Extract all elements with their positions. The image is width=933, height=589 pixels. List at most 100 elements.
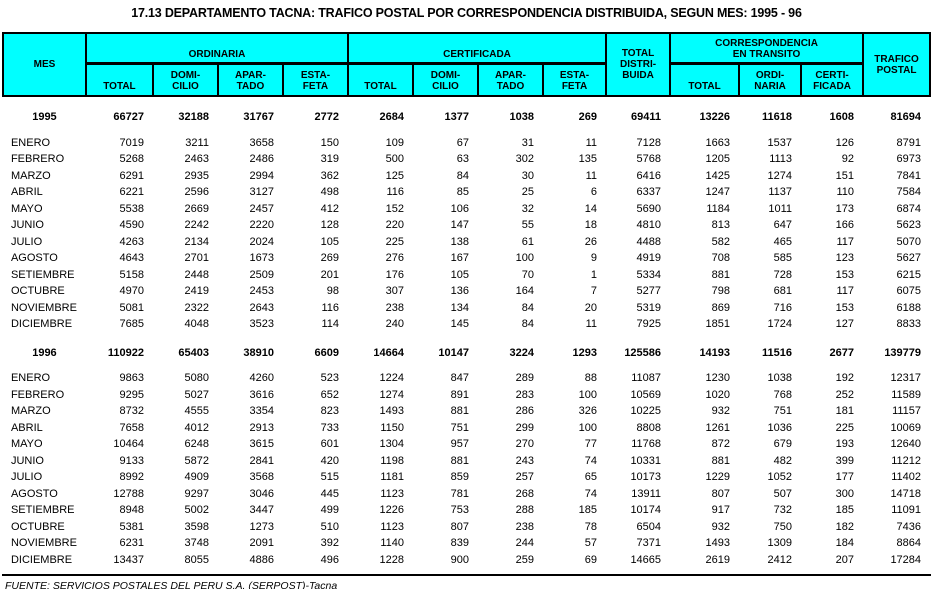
cell-value: 2701	[152, 250, 218, 267]
footer-rule	[2, 574, 931, 576]
cell-value: 85	[413, 184, 478, 201]
cell-value: 150	[282, 134, 348, 151]
cell-value: 1493	[348, 403, 413, 420]
cell-value: 445	[282, 485, 348, 502]
cell-value: 5381	[85, 518, 153, 535]
cell-value: 10331	[606, 452, 671, 469]
group-header-certificada: CERTIFICADA	[346, 32, 608, 65]
cell-value: 225	[348, 233, 413, 250]
cell-value: 100	[543, 419, 607, 436]
month-label: FEBRERO	[2, 386, 86, 403]
cell-value: 117	[801, 283, 864, 300]
table-row: FEBRERO 5268 2463 2486 319 500 63 302 135 5768 120…	[2, 151, 931, 168]
cell-value: 259	[478, 551, 543, 568]
cell-value: 5627	[863, 250, 931, 267]
month-label: MARZO	[2, 167, 86, 184]
source-note: FUENTE: SERVICIOS POSTALES DEL PERU S.A.…	[5, 580, 338, 589]
cell-value: 7658	[85, 419, 153, 436]
cell-value: 1224	[348, 370, 413, 387]
table-title: 17.13 DEPARTAMENTO TACNA: TRAFICO POSTAL…	[131, 6, 802, 20]
cell-value: 900	[413, 551, 478, 568]
table-row: AGOSTO 12788 9297 3046 445 1123 781 268 74 13911 8…	[2, 485, 931, 502]
col-header-trafico-postal: TRAFICO POSTAL	[862, 32, 932, 97]
cell-value: 145	[413, 316, 478, 333]
cell-value: 1113	[739, 151, 802, 168]
cell-value: 8833	[863, 316, 931, 333]
cell-value: 2453	[217, 283, 283, 300]
cell-value: 1663	[670, 134, 740, 151]
cell-value: 5872	[152, 452, 218, 469]
cell-value: 3748	[152, 535, 218, 552]
col-header-total-distribuida: TOTAL DISTRI- BUIDA	[605, 32, 672, 97]
year-total-value: 1608	[801, 96, 864, 135]
cell-value: 136	[413, 283, 478, 300]
cell-value: 510	[282, 518, 348, 535]
year-total-value: 3224	[478, 332, 543, 370]
cell-value: 13437	[85, 551, 153, 568]
cell-value: 6248	[152, 436, 218, 453]
cell-value: 932	[670, 403, 740, 420]
cell-value: 362	[282, 167, 348, 184]
cell-value: 6215	[863, 266, 931, 283]
year-row: 1995 66727 32188 31767 2772 2684 1377 1038 269 69…	[2, 96, 931, 135]
cell-value: 5690	[606, 200, 671, 217]
cell-value: 88	[543, 370, 607, 387]
cell-value: 9863	[85, 370, 153, 387]
cell-value: 11402	[863, 469, 931, 486]
cell-value: 5277	[606, 283, 671, 300]
cell-value: 392	[282, 535, 348, 552]
cell-value: 67	[413, 134, 478, 151]
cell-value: 84	[478, 316, 543, 333]
month-label: MAYO	[2, 200, 86, 217]
cell-value: 1205	[670, 151, 740, 168]
year-total-value: 11516	[739, 332, 802, 370]
month-label: JULIO	[2, 233, 86, 250]
cell-value: 176	[348, 266, 413, 283]
cell-value: 917	[670, 502, 740, 519]
cell-value: 243	[478, 452, 543, 469]
month-label: JULIO	[2, 469, 86, 486]
cell-value: 7841	[863, 167, 931, 184]
cell-value: 116	[348, 184, 413, 201]
cell-value: 872	[670, 436, 740, 453]
col-header-certificada-total: TOTAL	[347, 62, 414, 97]
month-label: NOVIEMBRE	[2, 299, 86, 316]
cell-value: 14	[543, 200, 607, 217]
cell-value: 399	[801, 452, 864, 469]
cell-value: 153	[801, 299, 864, 316]
cell-value: 25	[478, 184, 543, 201]
cell-value: 813	[670, 217, 740, 234]
cell-value: 7128	[606, 134, 671, 151]
cell-value: 1181	[348, 469, 413, 486]
cell-value: 74	[543, 452, 607, 469]
table-row: SETIEMBRE 5158 2448 2509 201 176 105 70 1 5334 881…	[2, 266, 931, 283]
cell-value: 9297	[152, 485, 218, 502]
cell-value: 798	[670, 283, 740, 300]
cell-value: 582	[670, 233, 740, 250]
cell-value: 601	[282, 436, 348, 453]
cell-value: 109	[348, 134, 413, 151]
table-row: ABRIL 6221 2596 3127 498 116 85 25 6 6337 1247 1137…	[2, 184, 931, 201]
year-total-value: 1038	[478, 96, 543, 135]
cell-value: 32	[478, 200, 543, 217]
cell-value: 17284	[863, 551, 931, 568]
table-row: OCTUBRE 5381 3598 1273 510 1123 807 238 78 6504 93…	[2, 518, 931, 535]
table-row: NOVIEMBRE 6231 3748 2091 392 1140 839 244 57 7371…	[2, 535, 931, 552]
cell-value: 100	[543, 386, 607, 403]
cell-value: 7925	[606, 316, 671, 333]
year-total-value: 81694	[863, 96, 931, 135]
cell-value: 496	[282, 551, 348, 568]
cell-value: 6188	[863, 299, 931, 316]
cell-value: 11091	[863, 502, 931, 519]
cell-value: 18	[543, 217, 607, 234]
cell-value: 181	[801, 403, 864, 420]
cell-value: 9295	[85, 386, 153, 403]
col-header-certificada-domicilio: DOMI- CILIO	[412, 62, 479, 97]
cell-value: 244	[478, 535, 543, 552]
col-header-transito-total: TOTAL	[669, 62, 741, 97]
cell-value: 3658	[217, 134, 283, 151]
cell-value: 2448	[152, 266, 218, 283]
cell-value: 164	[478, 283, 543, 300]
cell-value: 6504	[606, 518, 671, 535]
cell-value: 5070	[863, 233, 931, 250]
